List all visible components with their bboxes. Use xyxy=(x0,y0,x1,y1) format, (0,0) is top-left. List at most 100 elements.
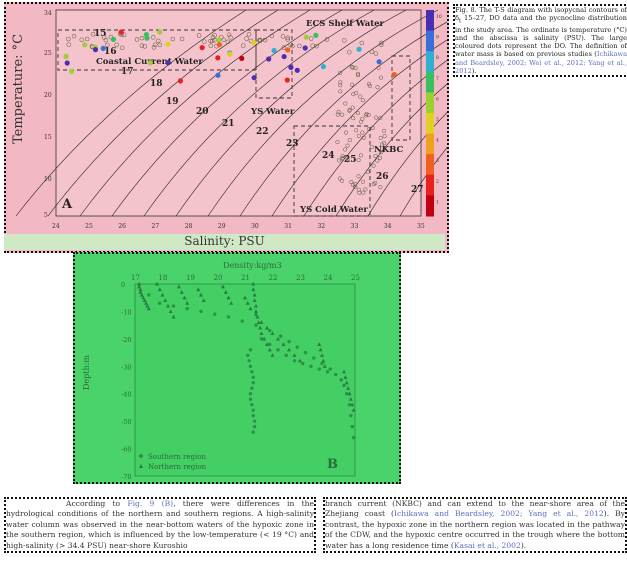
ts-sample-point xyxy=(371,182,376,187)
southern-region-point xyxy=(158,301,162,305)
northern-region-point xyxy=(243,295,247,300)
southern-region-point xyxy=(251,430,255,434)
northern-region-point xyxy=(251,281,256,286)
density-axis-title: Density:kg/m3 xyxy=(223,261,282,270)
colorbar-segment xyxy=(426,30,434,52)
citation-link[interactable]: Kasai et al., 2002 xyxy=(453,540,521,550)
northern-region-point xyxy=(144,301,148,305)
northern-region-point xyxy=(245,301,250,305)
southern-region-point xyxy=(334,372,338,377)
body-text: , there were differences in the hydrolog… xyxy=(6,499,315,550)
density-contour-label: 24 xyxy=(322,151,335,161)
ts-sample-point xyxy=(343,130,349,135)
colorbar-segment xyxy=(426,154,434,176)
ts-sample-point xyxy=(378,115,383,121)
ts-sample-point xyxy=(79,37,84,43)
density-contour-label: 18 xyxy=(150,79,163,89)
ts-sample-point xyxy=(378,135,383,140)
southern-region-point xyxy=(248,392,253,396)
ts-sample-point xyxy=(379,142,385,147)
depth-tick-label: -70 xyxy=(121,473,131,481)
southern-region-point xyxy=(339,378,343,382)
density-contour-label: 23 xyxy=(286,139,299,149)
colorbar-tick-label: 1 xyxy=(436,199,439,205)
figure-9-density-chart: 17 18 19 20 21 22 23 24 25 0 -10 -20 -30 -40 -50 -60 -70… xyxy=(73,252,401,484)
southern-region-point xyxy=(251,408,255,412)
northern-region-point xyxy=(163,298,168,303)
ts-sample-point xyxy=(378,155,383,160)
isopycnal-contour xyxy=(47,9,279,217)
colorbar-segment xyxy=(426,113,434,135)
body-text: ). xyxy=(520,540,527,550)
caption-citation-link[interactable]: Ichikawa and Beardsley, 2002; Wei et al.… xyxy=(455,50,627,75)
ys-cold-water-box xyxy=(293,125,371,217)
density-tick-label: 18 xyxy=(159,274,168,282)
legend-northern-marker xyxy=(139,464,143,468)
citation-link[interactable]: Ichikawa and Beardsley, 2002; Yang et al… xyxy=(393,509,604,519)
density-contour-label: 20 xyxy=(196,107,209,117)
ts-sample-point xyxy=(365,169,370,174)
ts-sample-point xyxy=(338,89,343,94)
do-coloured-point xyxy=(285,47,291,53)
ts-sample-point xyxy=(363,187,368,192)
ts-sample-point xyxy=(202,39,207,44)
ts-sample-point xyxy=(90,32,96,37)
southern-region-point xyxy=(251,375,255,379)
southern-region-point xyxy=(247,359,251,363)
ts-sample-point xyxy=(134,37,140,42)
salinity-tick-label: 26 xyxy=(118,223,126,230)
isopycnal-contour xyxy=(207,9,439,217)
northern-region-point xyxy=(146,306,151,311)
ts-sample-point xyxy=(356,133,361,138)
northern-region-point xyxy=(265,342,269,346)
southern-region-point xyxy=(351,435,356,440)
ts-sample-point xyxy=(370,125,375,131)
figure-reference-link[interactable]: Fig. 9 (B) xyxy=(127,499,174,508)
ts-sample-point xyxy=(340,156,345,161)
caption-part: ). xyxy=(471,66,477,75)
ts-sample-point xyxy=(257,38,263,44)
ts-sample-point xyxy=(374,115,379,120)
ts-sample-point xyxy=(355,71,361,76)
northern-region-point xyxy=(226,295,231,300)
ts-sample-point xyxy=(350,105,355,110)
water-mass-label: ECS Shelf Water xyxy=(306,19,385,29)
southern-region-point xyxy=(292,359,297,363)
southern-region-point xyxy=(287,339,291,344)
salinity-tick-label: 33 xyxy=(351,223,359,230)
ts-sample-point xyxy=(351,116,356,121)
southern-region-point xyxy=(171,304,176,308)
northern-region-point xyxy=(182,295,187,300)
ts-sample-point xyxy=(360,98,365,103)
ts-sample-point xyxy=(340,154,345,159)
southern-region-point xyxy=(301,361,305,366)
temperature-tick-label: 25 xyxy=(44,50,52,57)
do-coloured-point xyxy=(288,64,294,70)
ts-sample-point xyxy=(366,81,371,87)
ts-sample-point xyxy=(257,38,262,43)
depth-axis-label: Depth:m xyxy=(82,355,91,390)
ts-sample-point xyxy=(369,49,375,55)
do-coloured-point xyxy=(376,59,382,65)
southern-region-point xyxy=(320,361,324,366)
ts-sample-point xyxy=(349,179,354,185)
do-coloured-point xyxy=(302,45,308,51)
salinity-tick-label: 34 xyxy=(384,223,392,230)
density-tick-label: 24 xyxy=(324,274,333,282)
do-coloured-point xyxy=(68,68,75,74)
ts-sample-point xyxy=(170,36,176,42)
northern-region-point xyxy=(168,309,173,314)
ts-sample-point xyxy=(212,33,217,38)
ts-sample-point xyxy=(369,145,374,150)
northern-region-point xyxy=(177,284,181,289)
southern-region-point xyxy=(246,353,250,358)
isopycnal-contour xyxy=(335,83,447,217)
ts-plot-area xyxy=(55,9,422,217)
southern-region-point xyxy=(147,293,151,297)
ts-sample-point xyxy=(342,38,347,43)
ts-sample-point xyxy=(152,42,158,47)
ts-sample-point xyxy=(378,75,384,80)
density-tick-label: 21 xyxy=(241,274,250,282)
northern-region-point xyxy=(221,284,225,289)
